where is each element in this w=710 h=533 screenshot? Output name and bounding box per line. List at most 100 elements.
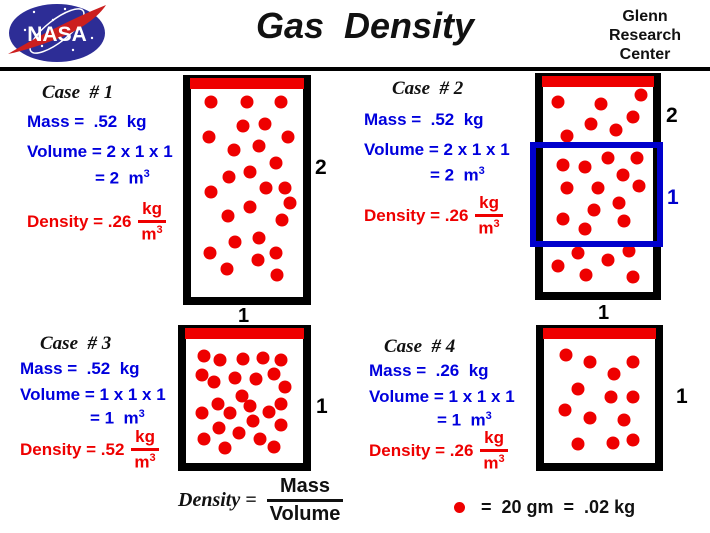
gas-molecule-dot xyxy=(274,418,288,432)
gas-molecule-dot xyxy=(634,88,648,102)
gas-molecule-dot xyxy=(267,440,281,454)
case3-density-label: Density = .52 xyxy=(20,439,125,459)
gas-molecule-dot xyxy=(262,405,276,419)
svg-text:NASA: NASA xyxy=(27,23,87,46)
gas-molecule-dot xyxy=(243,399,257,413)
gas-molecule-dot xyxy=(559,348,573,362)
gas-molecule-dot xyxy=(626,355,640,369)
case3-title: Case # 3 xyxy=(40,333,112,354)
gas-molecule-dot xyxy=(278,380,292,394)
gas-molecule-dot xyxy=(221,209,235,223)
gas-molecule-dot xyxy=(267,367,281,381)
density-formula-numerator: Mass xyxy=(279,475,331,497)
gas-molecule-dot xyxy=(251,253,265,267)
density-formula: Density = Mass Volume xyxy=(178,475,344,525)
gas-molecule-dot xyxy=(246,414,260,428)
gas-molecule-dot xyxy=(269,246,283,260)
gas-molecule-dot xyxy=(228,235,242,249)
nasa-logo-icon: NASA xyxy=(8,4,106,62)
gas-molecule-dot xyxy=(606,436,620,450)
case2-density: Density = .26 kg m3 xyxy=(364,194,503,237)
case4-volume-result: = 1 m3 xyxy=(437,410,492,430)
gas-molecule-dot xyxy=(275,213,289,227)
gas-molecule-dot xyxy=(236,352,250,366)
case3-frac-numerator: kg xyxy=(135,427,155,446)
gas-molecule-dot xyxy=(197,349,211,363)
gas-molecule-dot xyxy=(243,165,257,179)
case4-density-units-fraction: kg m3 xyxy=(480,429,508,472)
gas-molecule-dot xyxy=(626,390,640,404)
case4-height-label: 1 xyxy=(676,385,688,408)
legend-text: = 20 gm = .02 kg xyxy=(481,497,636,517)
case4-volume: Volume = 1 x 1 x 1 xyxy=(369,387,515,406)
case3-density: Density = .52 kg m3 xyxy=(20,428,159,471)
case1-height-label: 2 xyxy=(315,156,327,179)
gas-molecule-dot xyxy=(617,413,631,427)
gas-molecule-dot xyxy=(240,95,254,109)
gas-molecule-dot xyxy=(558,403,572,417)
gas-molecule-dot xyxy=(626,110,640,124)
gas-molecule-dot xyxy=(228,371,242,385)
case1-volume-exponent: 3 xyxy=(143,168,150,180)
case1-tank-lid xyxy=(190,78,304,89)
page-title: Gas Density xyxy=(255,5,475,46)
gas-molecule-dot xyxy=(211,397,225,411)
case2-title: Case # 2 xyxy=(392,78,464,99)
case2-frac-numerator: kg xyxy=(479,193,499,212)
gas-molecule-dot xyxy=(278,181,292,194)
gas-molecule-dot xyxy=(204,185,218,199)
case4-density-label: Density = .26 xyxy=(369,440,474,460)
gas-molecule-dot xyxy=(252,231,266,245)
case2-tank-lid xyxy=(542,76,654,87)
case1-width-label: 1 xyxy=(238,305,250,327)
gas-molecule-dot xyxy=(622,244,636,258)
case1-volume: Volume = 2 x 1 x 1 xyxy=(27,142,173,161)
gas-molecule-dot xyxy=(601,151,615,165)
legend: = 20 gm = .02 kg xyxy=(454,497,635,518)
gas-molecule-dot xyxy=(269,156,283,170)
case2-mass: Mass = .52 kg xyxy=(364,110,484,129)
gas-molecule-dot xyxy=(594,97,608,111)
gas-molecule-dot xyxy=(207,375,221,389)
gas-molecule-dot xyxy=(626,270,640,284)
org-name: Glenn Research Center xyxy=(586,7,704,64)
case4-volume-exponent: 3 xyxy=(485,410,492,422)
case1-frac-denominator: m3 xyxy=(138,219,166,244)
case3-density-units-fraction: kg m3 xyxy=(131,427,159,471)
gas-molecule-dot xyxy=(259,181,273,194)
gas-molecule-dot xyxy=(556,212,570,226)
case1-density: Density = .26 kg m3 xyxy=(27,200,166,243)
case4-tank-lid xyxy=(543,328,656,339)
gas-molecule-dot xyxy=(235,389,249,402)
case3-volume-result: = 1 m3 xyxy=(90,408,145,428)
case4-title: Case # 4 xyxy=(384,336,456,357)
gas-molecule-dot xyxy=(249,372,263,386)
gas-molecule-dot xyxy=(232,426,246,440)
case2-volume-result: = 2 m3 xyxy=(430,165,485,185)
case1-tank xyxy=(183,75,311,305)
gas-molecule-dot xyxy=(578,222,592,236)
case1-frac-numerator: kg xyxy=(142,199,162,218)
gas-molecule-dot xyxy=(551,259,565,273)
case3-mass: Mass = .52 kg xyxy=(20,359,140,378)
gas-molecule-dot xyxy=(253,432,267,446)
gas-molecule-dot xyxy=(560,181,574,195)
case1-density-units-fraction: kg m3 xyxy=(138,199,166,244)
gas-molecule-dot xyxy=(583,355,596,369)
case2-unit-volume-outline xyxy=(530,142,663,247)
gas-molecule-dot xyxy=(601,253,615,267)
case4-density: Density = .26 kg m3 xyxy=(369,429,508,472)
case3-volume-exponent: 3 xyxy=(138,408,145,420)
gas-molecule-dot xyxy=(204,95,218,109)
gas-molecule-dot xyxy=(560,129,574,143)
case2-width-label: 1 xyxy=(598,302,610,324)
case2-height-label: 2 xyxy=(666,104,678,127)
gas-molecule-dot xyxy=(218,441,232,455)
gas-molecule-dot xyxy=(591,181,605,195)
gas-molecule-dot xyxy=(197,432,211,446)
gas-molecule-dot xyxy=(252,139,266,153)
gas-molecule-dot xyxy=(571,382,585,396)
gas-molecule-dot xyxy=(617,214,631,228)
gas-molecule-dot xyxy=(274,397,288,411)
